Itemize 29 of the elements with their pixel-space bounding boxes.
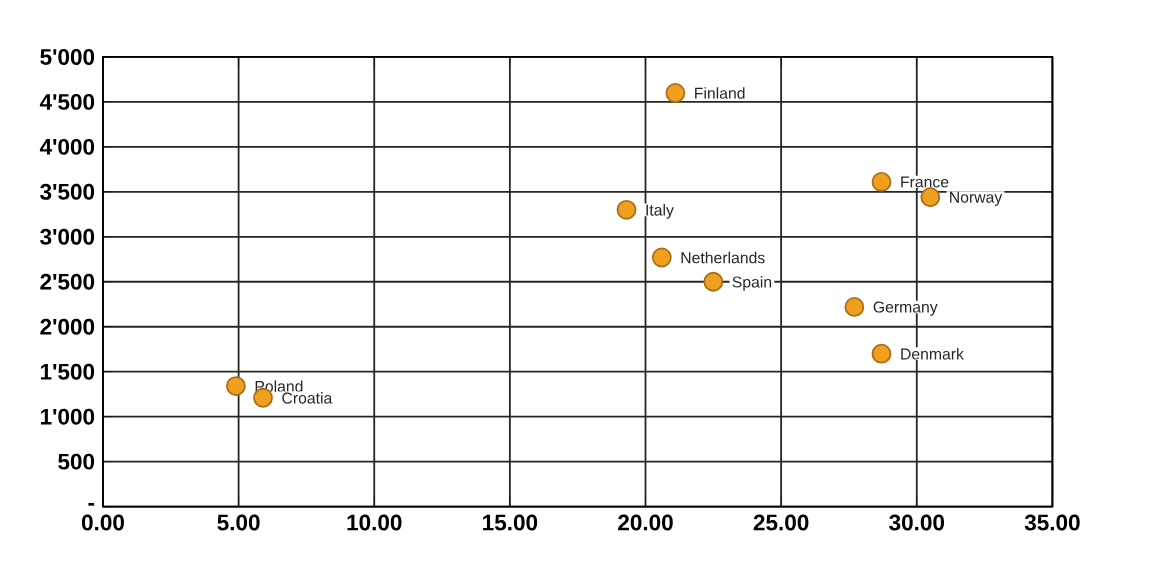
y-tick-label: 3'000 — [40, 228, 95, 245]
annotation: Germany — [873, 301, 938, 316]
annotation: Finland — [695, 87, 745, 99]
annotation: France — [901, 176, 949, 188]
x-tick-label: 10.00 — [347, 514, 402, 531]
y-tick-label: 4'500 — [39, 93, 95, 110]
y-tick-label: 4'000 — [39, 138, 95, 155]
y-tick-label: 1'500 — [40, 363, 95, 380]
annotation: Denmark — [901, 347, 964, 360]
annotation: Croatia — [282, 392, 333, 404]
x-tick-label: 0.00 — [81, 514, 124, 531]
y-tick-label: 5'000 — [40, 48, 95, 65]
annotation: Netherlands — [681, 251, 765, 264]
y-tick-label: 2'000 — [40, 318, 95, 335]
x-tick-label: 30.00 — [889, 514, 945, 531]
x-tick-label: 15.00 — [483, 514, 538, 531]
annotation: Spain — [732, 276, 772, 291]
x-tick-label: 20.00 — [618, 514, 673, 531]
y-tick-label: - — [88, 502, 95, 506]
x-tick-label: 35.00 — [1024, 514, 1080, 531]
y-tick-label: 1'000 — [40, 408, 95, 425]
annotation: Italy — [646, 204, 674, 219]
x-tick-label: 25.00 — [753, 514, 809, 531]
x-tick-label: 5.00 — [217, 514, 260, 531]
y-tick-label: 2'500 — [40, 273, 95, 290]
annotation: Norway — [950, 191, 1003, 206]
y-tick-label: 500 — [58, 453, 95, 470]
y-tick-label: 3'500 — [40, 183, 95, 200]
annotation: Poland — [255, 380, 303, 392]
